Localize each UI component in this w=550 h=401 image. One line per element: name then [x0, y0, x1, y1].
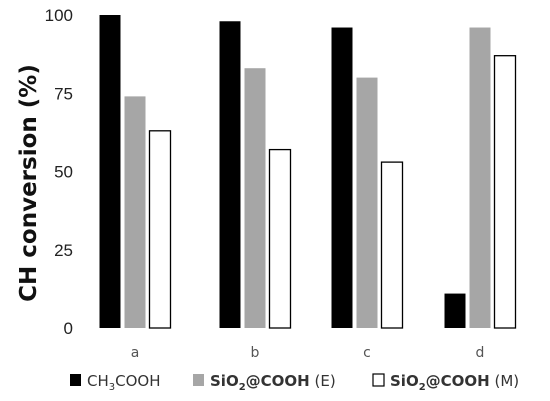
- bar-b-series-2: [268, 148, 292, 329]
- y-tick-label: 100: [45, 6, 73, 25]
- y-axis-label: CH conversion (%): [16, 64, 42, 302]
- bar-a-series-2: [148, 130, 172, 329]
- legend: CH3COOH SiO2@COOH (E) SiO2@COOH (M): [70, 372, 519, 393]
- bar-a-series-1: [124, 96, 146, 328]
- y-tick-label: 50: [54, 163, 73, 182]
- x-tick-label: c: [363, 345, 371, 361]
- bar-c-series-0: [331, 27, 353, 329]
- bar-b-series-1: [244, 68, 266, 329]
- x-tick-labels: a b c d: [131, 345, 485, 361]
- legend-marker: [372, 373, 385, 387]
- bar-d-series-2: [493, 55, 517, 329]
- bar-c-series-2: [380, 161, 404, 329]
- bars: [99, 15, 517, 329]
- bar-c-series-1: [356, 77, 378, 328]
- bar-d-series-1: [469, 27, 491, 329]
- y-tick-label: 25: [54, 241, 73, 260]
- x-tick-label: b: [251, 345, 260, 361]
- bar-d-series-0: [444, 293, 466, 328]
- y-tick-labels: 0 25 50 75 100: [45, 6, 73, 338]
- x-tick-label: a: [131, 345, 140, 361]
- bar-b-series-0: [219, 21, 241, 328]
- x-tick-label: d: [476, 345, 485, 361]
- legend-label: CH3COOH: [87, 372, 161, 393]
- legend-marker: [70, 374, 81, 386]
- bar-a-series-0: [99, 15, 121, 328]
- legend-label: SiO2@COOH (E): [210, 372, 336, 393]
- legend-label: SiO2@COOH (M): [390, 372, 519, 393]
- y-tick-label: 75: [54, 84, 73, 103]
- y-tick-label: 0: [64, 319, 73, 338]
- legend-marker: [193, 374, 204, 386]
